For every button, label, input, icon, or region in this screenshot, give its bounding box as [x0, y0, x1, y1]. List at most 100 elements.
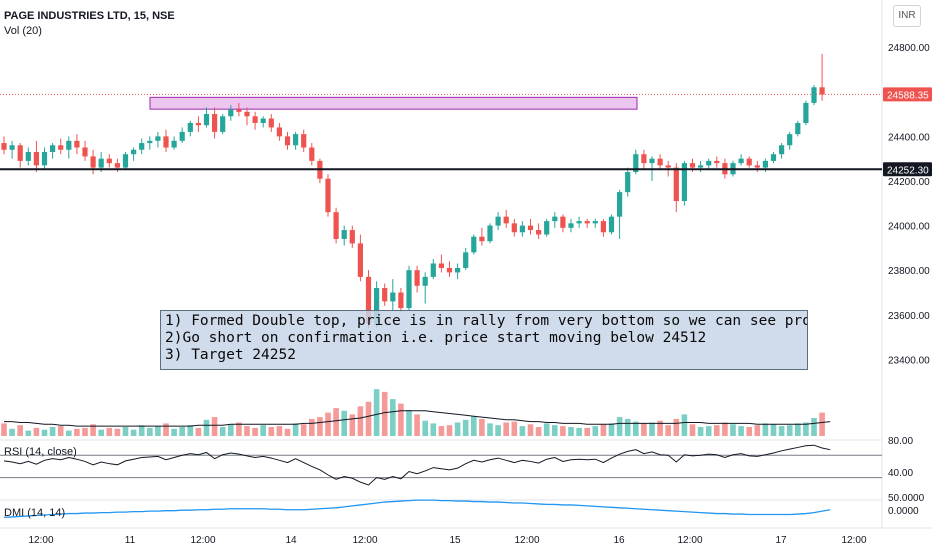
candle-body: [122, 154, 129, 168]
candle-body: [536, 230, 542, 235]
resistance-zone-rect: [149, 96, 638, 110]
volume-bar: [616, 417, 623, 436]
candle-body: [819, 87, 825, 95]
volume-bar: [228, 424, 234, 436]
candle: [738, 154, 744, 166]
volume-bar: [762, 423, 769, 436]
candle: [511, 218, 517, 237]
time-tick-label: 14: [285, 535, 297, 546]
candle: [25, 147, 31, 166]
candle-body: [268, 118, 274, 128]
price-tick-label: 23800.00: [888, 266, 930, 277]
candle-body: [754, 165, 760, 168]
time-tick-label: 12:00: [190, 535, 215, 546]
time-tick-label: 12:00: [352, 535, 377, 546]
volume-bar: [422, 420, 428, 436]
candle: [406, 265, 412, 311]
candle: [58, 138, 64, 155]
volume-bar: [203, 419, 210, 436]
support-price-tag: [883, 162, 932, 177]
volume-bar: [454, 422, 461, 436]
volume-bar: [341, 410, 347, 436]
resistance-zone: [0, 93, 882, 110]
volume-bar: [138, 425, 145, 436]
candle: [527, 218, 534, 235]
candle-body: [17, 145, 23, 161]
candle: [333, 207, 339, 244]
candle: [252, 111, 258, 130]
candle: [641, 149, 647, 170]
candle: [357, 234, 363, 282]
volume-bar: [317, 417, 323, 436]
candle-body: [357, 243, 363, 277]
candle: [787, 131, 793, 150]
candle: [576, 216, 582, 228]
candle: [171, 136, 177, 150]
candle-body: [479, 236, 485, 242]
candle: [673, 163, 679, 213]
candle: [487, 223, 493, 244]
volume-bar: [568, 427, 574, 436]
candle: [552, 212, 558, 228]
candle-body: [487, 225, 493, 242]
candle: [341, 225, 347, 246]
candle: [155, 131, 161, 148]
candle: [147, 136, 153, 150]
candle-body: [463, 252, 469, 268]
volume-bar: [697, 427, 704, 436]
price-tick-label: 24000.00: [888, 222, 930, 233]
price-tick-label: 24800.00: [888, 43, 930, 54]
candle: [544, 218, 550, 237]
volume-bar: [219, 427, 226, 436]
candle: [592, 218, 598, 228]
rsi-pane: [0, 444, 882, 486]
volume-bar: [373, 389, 380, 436]
candle-body: [114, 163, 120, 168]
candle: [503, 209, 509, 228]
candle-body: [41, 151, 48, 166]
candle: [398, 288, 404, 313]
volume-bar: [390, 399, 396, 436]
volume-bar: [576, 427, 582, 436]
indicator-tick-label: 0.0000: [888, 506, 919, 517]
candle-body: [406, 270, 412, 309]
candle: [698, 160, 704, 173]
candle: [770, 151, 777, 164]
volume-bar: [325, 412, 331, 436]
candle-body: [228, 109, 234, 117]
candle-body: [212, 114, 218, 132]
volume-bar: [90, 424, 96, 436]
candle: [17, 143, 23, 168]
volume-bar: [98, 429, 104, 436]
candle: [633, 149, 639, 175]
annotation-box[interactable]: 1) Formed Double top, price is in rally …: [160, 310, 808, 370]
candle-body: [560, 216, 566, 228]
candle-body: [495, 216, 501, 226]
candle: [422, 272, 428, 304]
candle-body: [592, 221, 598, 224]
candle-body: [625, 172, 631, 193]
candle-body: [333, 212, 339, 239]
indicator-tick-label: 80.00: [888, 436, 913, 447]
candle-body: [58, 145, 64, 150]
volume-bar: [74, 428, 80, 436]
candle: [430, 259, 436, 280]
candle-body: [90, 156, 96, 168]
volume-bar: [17, 425, 23, 436]
symbol-title: PAGE INDUSTRIES LTD, 15, NSE: [4, 10, 175, 22]
volume-bar: [236, 422, 242, 436]
candle: [179, 127, 185, 144]
candle-body: [98, 158, 104, 168]
candle-body: [762, 160, 768, 168]
currency-button[interactable]: INR: [893, 5, 921, 27]
volume-bar: [738, 426, 744, 436]
candle-body: [787, 134, 793, 146]
volume-bar: [309, 418, 315, 436]
candle-body: [260, 118, 266, 123]
candle-body: [163, 136, 169, 148]
candle: [746, 156, 752, 168]
candle: [414, 265, 420, 293]
time-tick-label: 16: [613, 535, 625, 546]
candle: [90, 149, 96, 175]
